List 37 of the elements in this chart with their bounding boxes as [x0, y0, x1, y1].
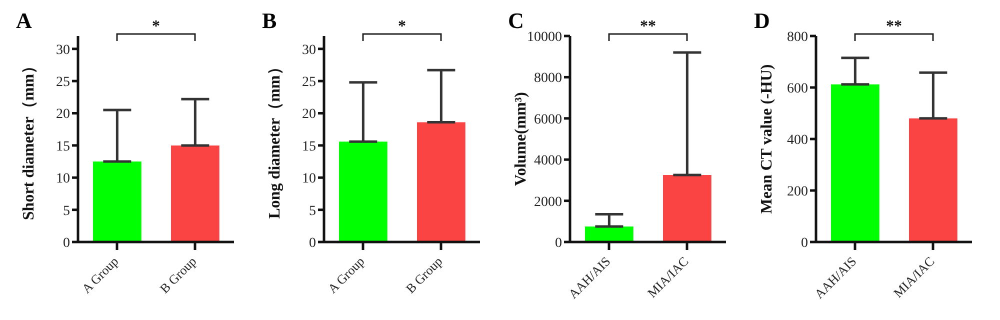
y-tick-label: 0: [801, 236, 808, 251]
y-tick-label: 0: [555, 236, 562, 251]
y-tick-label: 10: [56, 172, 70, 187]
text: *: [152, 18, 160, 35]
chart-title: C: [508, 8, 524, 34]
y-tick-label: 15: [302, 139, 316, 154]
y-axis-title: Long diameter（mm）: [266, 59, 284, 219]
y-tick-label: 10000: [527, 30, 562, 45]
y-tick-label: 600: [787, 81, 808, 96]
y-tick-label: 30: [302, 42, 316, 58]
text: *: [398, 18, 406, 35]
y-tick-label: 6000: [534, 112, 562, 128]
chart-title: B: [262, 8, 277, 34]
y-axis-title: Volume(mm³): [512, 92, 530, 186]
y-tick-label: 4000: [534, 154, 562, 169]
y-tick-label: 400: [787, 132, 808, 148]
y-axis-title: Short diameter（mm）: [20, 58, 38, 220]
text: **: [640, 18, 656, 35]
y-tick-label: 5: [63, 204, 70, 219]
chart-title: A: [16, 8, 32, 34]
y-tick-label: 15: [56, 139, 70, 154]
y-tick-label: 20: [56, 107, 70, 122]
y-tick-label: 25: [56, 75, 70, 90]
text: **: [886, 18, 902, 35]
y-tick-label: 0: [309, 236, 316, 251]
y-tick-label: 30: [56, 42, 70, 58]
y-tick-label: 20: [302, 107, 316, 122]
y-tick-label: 800: [787, 30, 808, 45]
y-tick-label: 5: [309, 204, 316, 219]
y-tick-label: 0: [63, 236, 70, 251]
y-tick-label: 10: [302, 172, 316, 187]
y-axis-title: Mean CT value (-HU): [758, 64, 776, 214]
y-tick-label: 2000: [534, 194, 562, 210]
y-tick-label: 25: [302, 75, 316, 90]
chart-title: D: [754, 8, 770, 34]
y-tick-label: 200: [787, 184, 808, 200]
y-tick-label: 8000: [534, 71, 562, 86]
